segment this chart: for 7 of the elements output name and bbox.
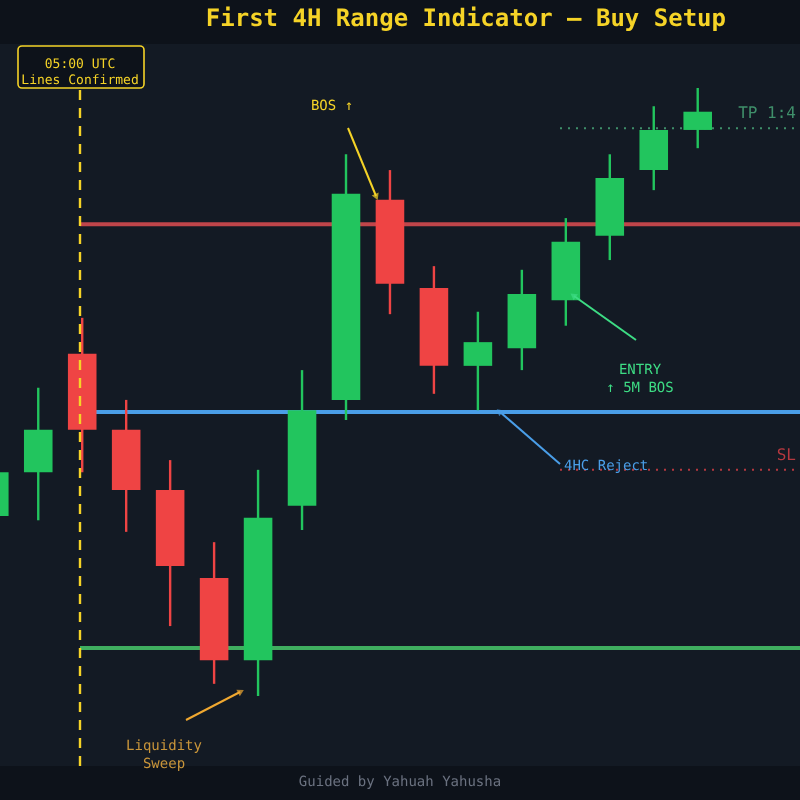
candlestick bbox=[639, 105, 669, 192]
candlestick bbox=[463, 310, 493, 412]
chart-title: First 4H Range Indicator — Buy Setup bbox=[205, 4, 726, 32]
ref-line-label: TP 1:4 bbox=[738, 104, 797, 123]
candlestick bbox=[683, 86, 712, 150]
ref-line-label: SL bbox=[776, 445, 797, 464]
candlestick bbox=[23, 386, 53, 522]
